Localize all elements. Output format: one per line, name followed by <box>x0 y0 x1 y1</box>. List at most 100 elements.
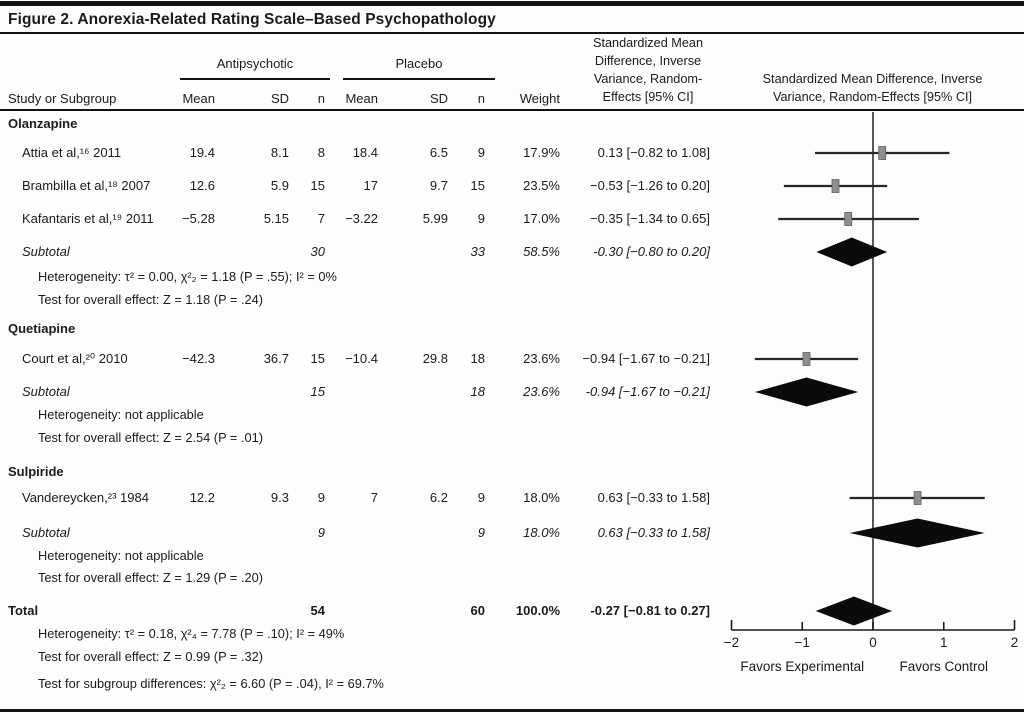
smd-value: -0.30 [−0.80 to 0.20] <box>593 244 710 259</box>
n1-column-header: n <box>317 91 325 106</box>
statistics-row: Test for subgroup differences: χ²₂ = 6.6… <box>0 674 1024 694</box>
weight-value: 23.6% <box>523 384 560 399</box>
figure-title: Figure 2. Anorexia-Related Rating Scale–… <box>8 11 496 28</box>
smd-value: 0.63 [−0.33 to 1.58] <box>597 490 710 505</box>
header-rule <box>0 109 1024 111</box>
statistics-text: Heterogeneity: not applicable <box>38 548 204 563</box>
statistics-row: Heterogeneity: not applicable <box>0 405 1024 425</box>
n2-column-header: n <box>477 91 485 106</box>
table-row: Vandereycken,²³ 1984 12.2 9.3 7 6.2 9 9 18.0% 0.… <box>0 488 1024 508</box>
study-label: Kafantaris et al,¹⁹ 2011 <box>22 211 154 226</box>
smd-header-line: Standardized Mean <box>592 36 704 50</box>
sd-placebo: 9.7 <box>429 178 448 193</box>
plot-header-line: Standardized Mean Difference, Inverse <box>762 72 983 86</box>
smd-value: −0.35 [−1.34 to 0.65] <box>590 211 710 226</box>
weight-value: 17.9% <box>523 145 560 160</box>
weight-value: 18.0% <box>523 525 560 540</box>
weight-value: 100.0% <box>515 603 560 618</box>
statistics-text: Test for overall effect: Z = 1.29 (P = .… <box>38 570 264 585</box>
subgroup-header-row: Sulpiride <box>0 462 1024 482</box>
smd-column-header: Standardized Mean Difference, Inverse Va… <box>575 34 721 106</box>
table-row: Court et al,²⁰ 2010 −42.3 36.7 −10.4 29.8 15 1… <box>0 349 1024 369</box>
n-placebo: 18 <box>470 351 485 366</box>
n-placebo: 9 <box>477 525 485 540</box>
statistics-text: Heterogeneity: τ² = 0.00, χ²₂ = 1.18 (P … <box>38 269 337 284</box>
subgroup-name: Olanzapine <box>8 116 78 131</box>
study-label: Subtotal <box>22 384 70 399</box>
mean-antipsychotic: 12.2 <box>189 490 215 505</box>
subgroup-name: Quetiapine <box>8 321 76 336</box>
n-placebo: 18 <box>470 384 485 399</box>
n-placebo: 9 <box>477 145 485 160</box>
subgroup-name: Sulpiride <box>8 464 64 479</box>
study-label: Total <box>8 603 39 618</box>
antipsychotic-group-header: Antipsychotic <box>216 56 294 71</box>
study-label: Brambilla et al,¹⁸ 2007 <box>22 178 151 193</box>
statistics-text: Test for overall effect: Z = 1.18 (P = .… <box>38 292 264 307</box>
sd-placebo: 5.99 <box>422 211 448 226</box>
bottom-rule <box>0 709 1024 712</box>
n-antipsychotic: 30 <box>310 244 325 259</box>
smd-value: 0.13 [−0.82 to 1.08] <box>597 145 710 160</box>
study-column-header: Study or Subgroup <box>8 91 117 106</box>
n-antipsychotic: 9 <box>317 490 325 505</box>
mean-placebo: 7 <box>370 490 378 505</box>
antipsychotic-underline <box>180 78 330 80</box>
n-placebo: 33 <box>470 244 485 259</box>
title-rule <box>0 32 1024 34</box>
smd-header-line: Difference, Inverse <box>594 54 702 68</box>
weight-value: 18.0% <box>523 490 560 505</box>
sd-antipsychotic: 8.1 <box>270 145 289 160</box>
mean-placebo: 18.4 <box>352 145 378 160</box>
smd-value: -0.94 [−1.67 to −0.21] <box>585 384 710 399</box>
n-placebo: 9 <box>477 211 485 226</box>
n-placebo: 15 <box>470 178 485 193</box>
n-placebo: 9 <box>477 490 485 505</box>
mean-antipsychotic: 19.4 <box>189 145 215 160</box>
study-label: Court et al,²⁰ 2010 <box>22 351 128 366</box>
mean-placebo: −3.22 <box>345 211 378 226</box>
sd-placebo: 6.5 <box>429 145 448 160</box>
smd-value: −0.53 [−1.26 to 0.20] <box>590 178 710 193</box>
table-row: Attia et al,¹⁶ 2011 19.4 8.1 18.4 6.5 8 9 17.9%… <box>0 143 1024 163</box>
n-antipsychotic: 15 <box>310 351 325 366</box>
sd-placebo: 6.2 <box>429 490 448 505</box>
smd-value: 0.63 [−0.33 to 1.58] <box>597 525 710 540</box>
sd2-column-header: SD <box>429 91 448 106</box>
n-antipsychotic: 8 <box>317 145 325 160</box>
mean-antipsychotic: −42.3 <box>182 351 215 366</box>
mean-placebo: 17 <box>363 178 378 193</box>
statistics-text: Test for overall effect: Z = 0.99 (P = .… <box>38 649 264 664</box>
n-antipsychotic: 9 <box>317 525 325 540</box>
sd-placebo: 29.8 <box>422 351 448 366</box>
sd-antipsychotic: 5.15 <box>263 211 289 226</box>
sd-antipsychotic: 36.7 <box>263 351 289 366</box>
sd-antipsychotic: 9.3 <box>270 490 289 505</box>
statistics-text: Heterogeneity: not applicable <box>38 407 204 422</box>
table-row: Subtotal 30 33 58.5% -0.30 [−0.80 to 0.20] <box>0 242 1024 262</box>
n-antipsychotic: 15 <box>310 178 325 193</box>
table-row: Brambilla et al,¹⁸ 2007 12.6 5.9 17 9.7 15 15 2… <box>0 176 1024 196</box>
statistics-row: Test for overall effect: Z = 1.29 (P = .… <box>0 568 1024 588</box>
sd-antipsychotic: 5.9 <box>270 178 289 193</box>
plot-header-line: Variance, Random-Effects [95% CI] <box>772 90 973 104</box>
statistics-text: Test for overall effect: Z = 2.54 (P = .… <box>38 430 264 445</box>
placebo-group-header: Placebo <box>395 56 443 71</box>
table-row: Subtotal 9 9 18.0% 0.63 [−0.33 to 1.58] <box>0 523 1024 543</box>
n-antipsychotic: 7 <box>317 211 325 226</box>
weight-value: 23.6% <box>523 351 560 366</box>
study-label: Attia et al,¹⁶ 2011 <box>22 145 122 160</box>
statistics-row: Heterogeneity: not applicable <box>0 546 1024 566</box>
placebo-underline <box>343 78 495 80</box>
mean-antipsychotic: 12.6 <box>189 178 215 193</box>
mean1-column-header: Mean <box>182 91 215 106</box>
statistics-row: Test for overall effect: Z = 2.54 (P = .… <box>0 428 1024 448</box>
smd-value: -0.27 [−0.81 to 0.27] <box>590 603 710 618</box>
subgroup-header-row: Quetiapine <box>0 319 1024 339</box>
mean-placebo: −10.4 <box>345 351 378 366</box>
statistics-text: Test for subgroup differences: χ²₂ = 6.6… <box>38 676 384 691</box>
statistics-row: Heterogeneity: τ² = 0.00, χ²₂ = 1.18 (P … <box>0 267 1024 287</box>
mean2-column-header: Mean <box>345 91 378 106</box>
smd-header-line: Effects [95% CI] <box>602 90 694 104</box>
statistics-text: Heterogeneity: τ² = 0.18, χ²₄ = 7.78 (P … <box>38 626 345 641</box>
